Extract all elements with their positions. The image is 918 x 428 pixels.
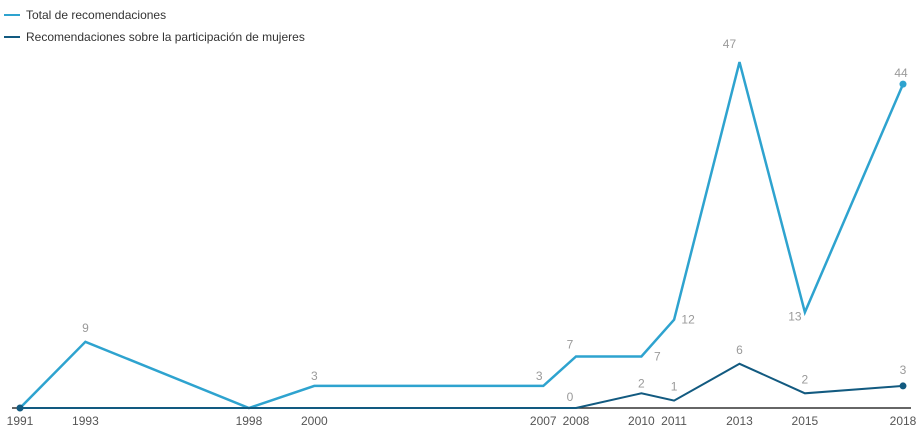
data-label: 12 [681, 313, 695, 327]
x-tick-label: 2011 [661, 414, 687, 428]
legend-label-women: Recomendaciones sobre la participación d… [26, 30, 305, 44]
x-tick-label: 2013 [726, 414, 753, 428]
data-point [899, 382, 907, 390]
data-label: 7 [654, 349, 661, 363]
legend-item-total[interactable]: Total de recomendaciones [4, 4, 305, 26]
data-label: 13 [788, 309, 802, 323]
x-tick-label: 1993 [72, 414, 99, 428]
data-label: 3 [536, 369, 543, 383]
x-tick-label: 2015 [792, 414, 819, 428]
x-axis: 1991 1993 1998 2000 2007 2008 2010 2011 2013 2015… [7, 407, 917, 428]
x-tick-label: 2000 [301, 414, 328, 428]
data-point [899, 80, 907, 88]
data-label: 2 [638, 376, 645, 390]
legend-swatch-women [4, 36, 20, 38]
legend-swatch-total [4, 14, 20, 16]
data-label: 0 [567, 390, 574, 404]
data-point [16, 404, 24, 412]
data-label: 3 [900, 363, 907, 377]
data-label: 6 [736, 343, 743, 357]
data-labels: 9 3 3 7 7 12 47 13 44 0 2 1 6 2 3 [82, 37, 908, 404]
data-label: 44 [894, 66, 908, 80]
legend-label-total: Total de recomendaciones [26, 8, 167, 22]
data-label: 47 [723, 37, 737, 51]
series-layer [16, 61, 907, 412]
data-label: 9 [82, 321, 89, 335]
data-label: 7 [567, 337, 574, 351]
data-label: 1 [671, 380, 678, 394]
x-tick-label: 2018 [890, 414, 917, 428]
data-label: 2 [802, 372, 809, 386]
data-label: 3 [311, 369, 318, 383]
legend-item-women[interactable]: Recomendaciones sobre la participación d… [4, 26, 305, 48]
x-tick-label: 1998 [236, 414, 263, 428]
series-line-women [20, 362, 904, 409]
x-tick-label: 2010 [628, 414, 655, 428]
series-line-total [19, 61, 905, 410]
x-tick-label: 2008 [563, 414, 590, 428]
chart-legend: Total de recomendaciones Recomendaciones… [4, 4, 305, 48]
x-tick-label: 2007 [530, 414, 557, 428]
x-tick-label: 1991 [7, 414, 34, 428]
